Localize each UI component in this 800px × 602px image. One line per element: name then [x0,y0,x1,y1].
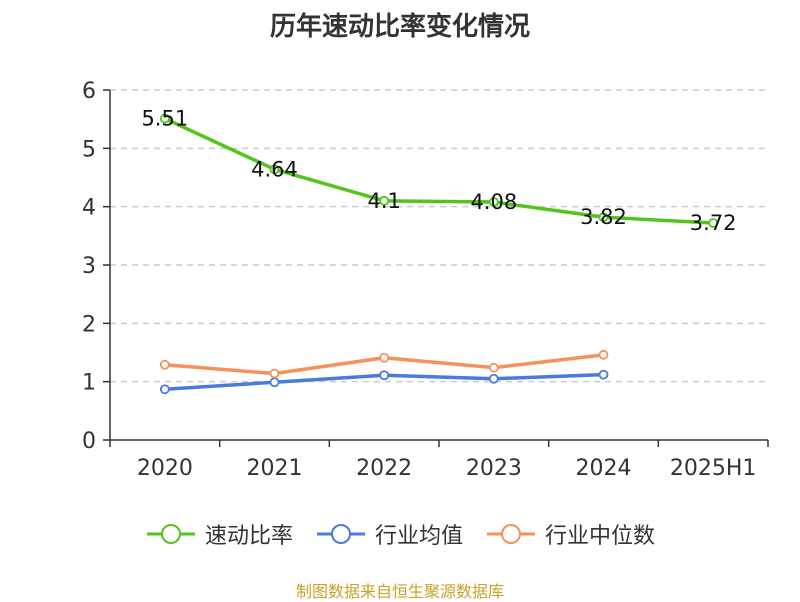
legend-item-2[interactable]: 行业中位数 [485,518,655,550]
y-tick-label: 2 [82,312,96,337]
data-point [379,370,390,381]
data-point [488,373,499,384]
series-lines [159,113,719,395]
axes: 0 1 2 3 4 5 6 2020 2021 2022 2023 2024 2025H1 [82,79,769,481]
grid-lines [110,89,768,383]
source-note: 制图数据来自恒生聚源数据库 [295,582,504,601]
data-point [269,368,280,379]
legend-marker-icon [316,524,365,544]
legend-label: 行业中位数 [545,524,656,549]
legend-marker-icon [487,524,535,544]
x-tick-label-2020: 2020 [137,456,193,481]
y-tick-label: 4 [82,196,96,221]
y-tick-label: 1 [82,371,96,396]
data-point [598,369,609,380]
y-tick-label: 3 [82,254,96,279]
x-tick-label-2024: 2024 [576,456,632,481]
data-point [159,384,170,395]
legend-item-0[interactable]: 速动比率 [145,518,293,550]
data-point [159,359,170,370]
data-point [269,164,280,175]
data-point [598,349,609,360]
legend-marker-icon [146,524,195,544]
data-label: 3.82 [580,205,627,229]
y-tick-label: 5 [82,137,96,162]
data-label: 5.51 [141,107,188,131]
data-point [379,195,390,206]
data-label: 4.1 [367,189,400,213]
y-tick-label: 6 [82,79,96,104]
data-point [269,377,280,388]
data-point [159,113,170,124]
legend: 速动比率 行业均值 行业中位数 [0,518,800,550]
data-point [598,212,609,223]
legend-label: 速动比率 [204,524,293,549]
x-tick-label-2023: 2023 [466,456,522,481]
x-tick-label-2025H1: 2025H1 [670,456,757,481]
legend-label: 行业均值 [374,524,463,549]
series-line-0 [164,116,714,225]
data-point [488,362,499,373]
x-tick-label-2021: 2021 [247,456,303,481]
chart-title: 历年速动比率变化情况 [269,12,530,42]
y-tick-label: 0 [82,429,96,454]
data-labels: 5.51 4.64 4.1 4.08 3.82 3.72 [141,107,736,235]
data-label: 4.08 [470,190,517,214]
x-tick-label-2022: 2022 [356,456,412,481]
data-label: 4.64 [251,157,298,181]
data-point [488,197,499,207]
data-point [708,218,719,228]
data-label: 3.72 [690,211,737,235]
legend-item-1[interactable]: 行业均值 [315,518,463,550]
data-point [379,352,390,363]
